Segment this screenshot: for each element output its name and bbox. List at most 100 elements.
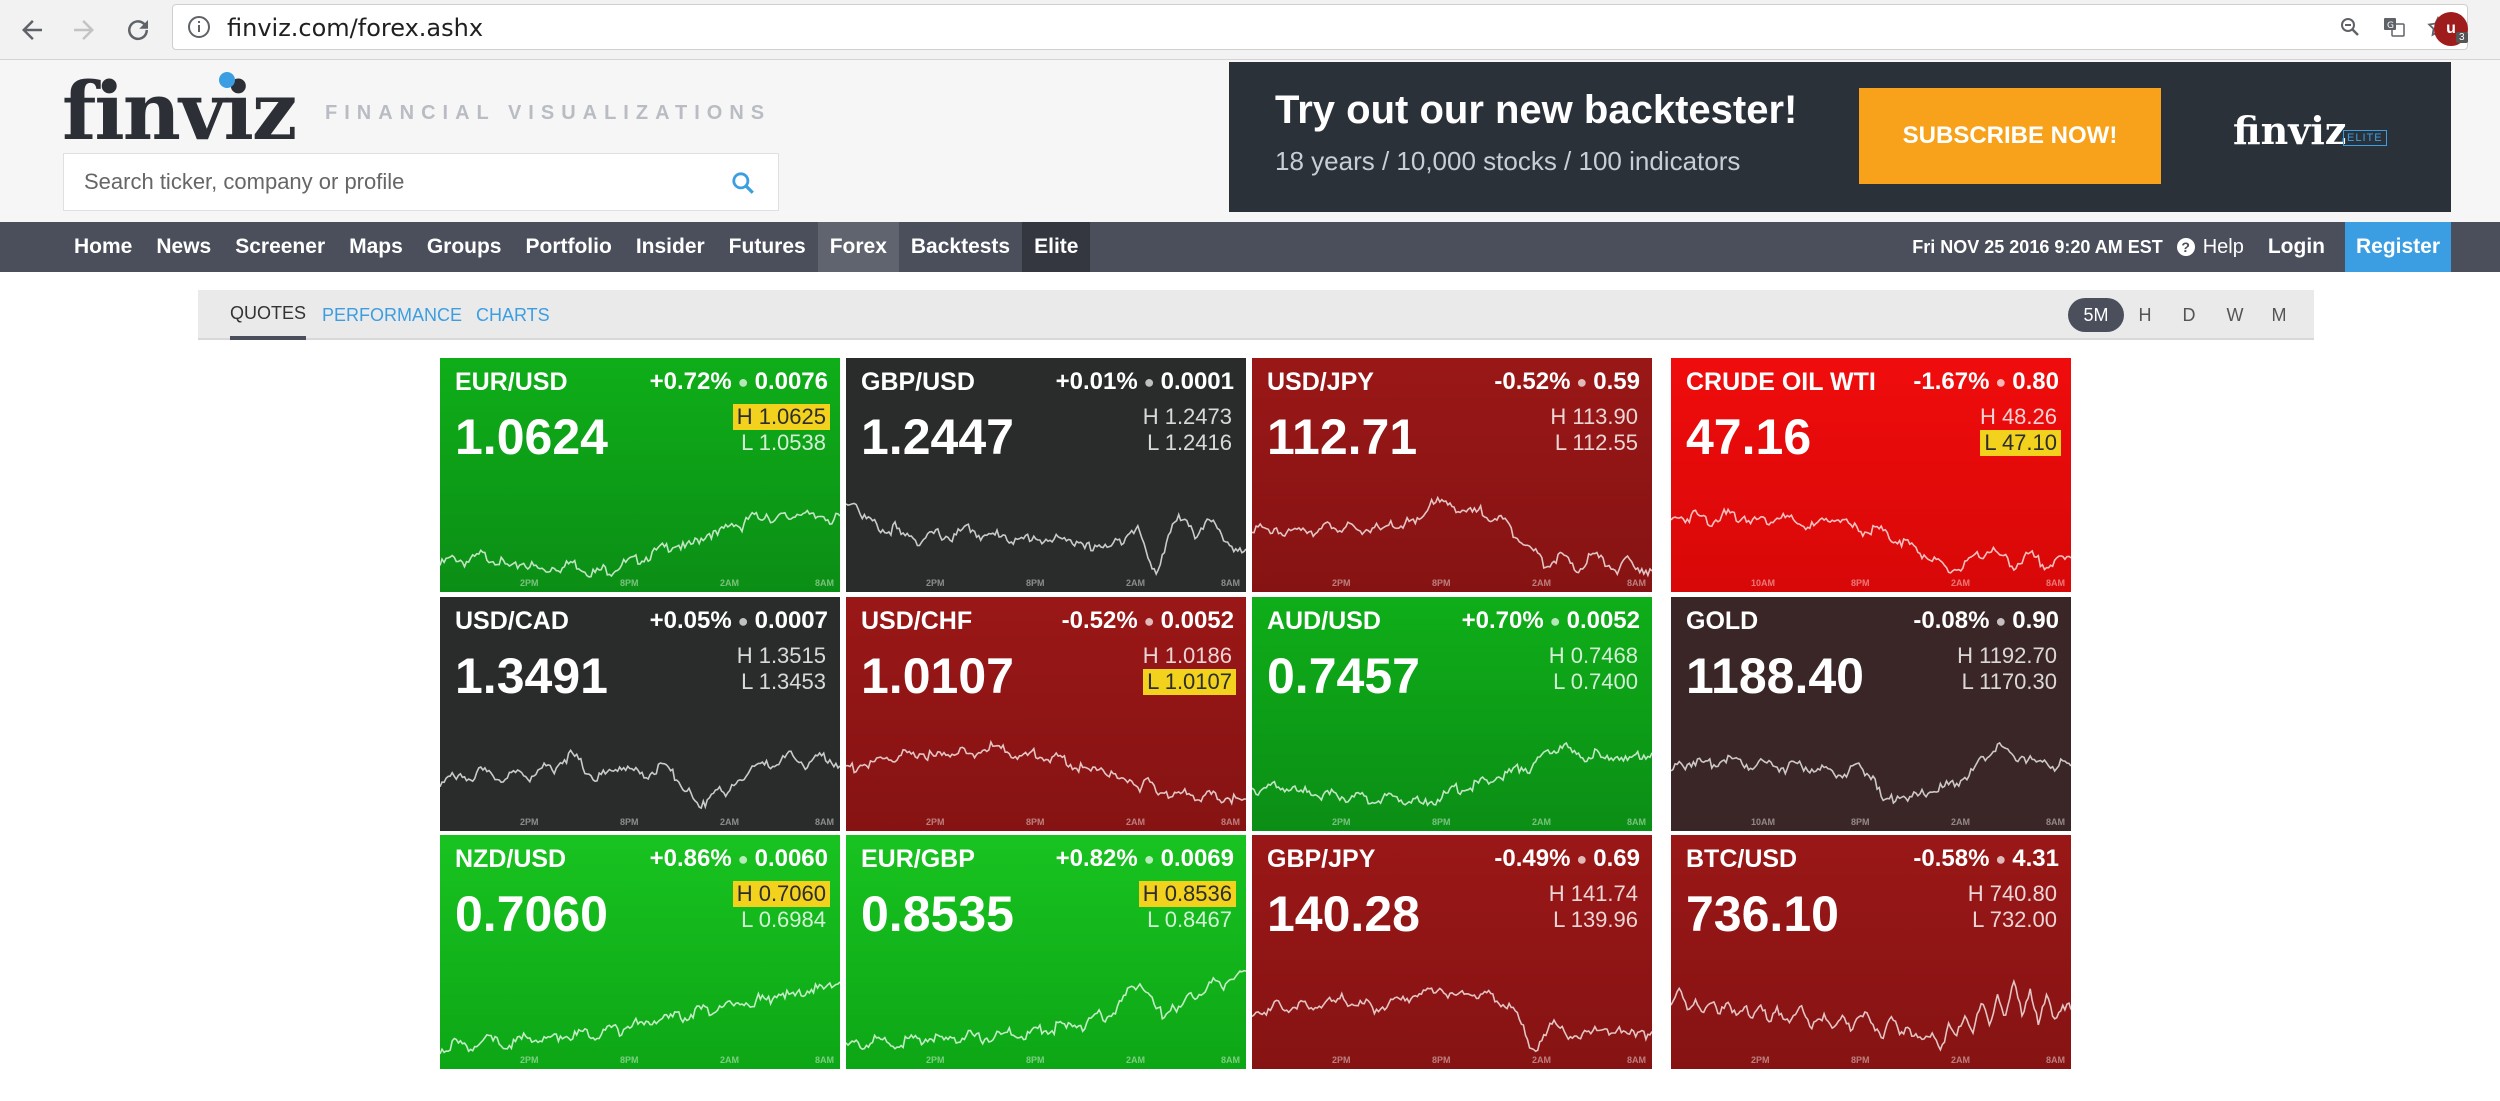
nav-item-news[interactable]: News	[156, 235, 212, 258]
tile-price: 736.10	[1686, 886, 1839, 942]
nav-item-groups[interactable]: Groups	[426, 235, 502, 258]
quote-tile-gbp-jpy[interactable]: GBP/JPY -0.49% ● 0.69 140.28 H 141.74 L 139.96…	[1252, 835, 1652, 1069]
forward-icon[interactable]	[64, 10, 104, 50]
translate-icon[interactable]: G	[2381, 14, 2407, 40]
tile-pct: +0.82%	[1055, 845, 1138, 872]
tile-abs-change: 0.90	[2012, 607, 2059, 634]
tile-time-axis: 10AM 8PM 2AM 8AM	[1671, 817, 2071, 829]
quote-tile-eur-usd[interactable]: EUR/USD +0.72% ● 0.0076 1.0624 H 1.0625 L 1.05…	[440, 358, 840, 592]
time-label: 2PM	[1751, 1055, 1770, 1065]
time-label: 8PM	[620, 817, 639, 827]
tile-sparkline	[846, 502, 1246, 577]
tile-price: 1.0624	[455, 409, 608, 465]
quote-tile-btc-usd[interactable]: BTC/USD -0.58% ● 4.31 736.10 H 740.80 L 732.00…	[1671, 835, 2071, 1069]
tile-abs-change: 4.31	[2012, 845, 2059, 872]
tab-quotes[interactable]: QUOTES	[230, 290, 307, 340]
tile-symbol[interactable]: GBP/USD	[861, 368, 975, 396]
time-label: 8AM	[815, 817, 835, 827]
tab-charts[interactable]: CHARTS	[476, 304, 550, 325]
tile-symbol[interactable]: BTC/USD	[1686, 845, 1798, 873]
nav-item-home[interactable]: Home	[74, 235, 133, 258]
quote-tile-eur-gbp[interactable]: EUR/GBP +0.82% ● 0.0069 0.8535 H 0.8536 L 0.84…	[846, 835, 1246, 1069]
quote-tile-usd-cad[interactable]: USD/CAD +0.05% ● 0.0007 1.3491 H 1.3515 L 1.34…	[440, 597, 840, 831]
backtester-ad[interactable]: Try out our new backtester! 18 years / 1…	[1229, 62, 2451, 212]
login-link[interactable]: Login	[2267, 235, 2325, 258]
nav-item-futures[interactable]: Futures	[728, 235, 806, 258]
quote-tile-usd-jpy[interactable]: USD/JPY -0.52% ● 0.59 112.71 H 113.90 L 112.55…	[1252, 358, 1652, 592]
tagline: FINANCIAL VISUALIZATIONS	[325, 102, 772, 124]
tile-symbol[interactable]: NZD/USD	[455, 845, 567, 873]
nav-item-portfolio[interactable]: Portfolio	[525, 235, 612, 258]
tile-sparkline	[440, 509, 840, 578]
nav-item-forex[interactable]: Forex	[817, 222, 899, 272]
search-icon[interactable]	[730, 170, 756, 196]
time-label: 8AM	[815, 578, 835, 588]
tile-price: 1.0107	[861, 648, 1014, 704]
tile-price: 1188.40	[1686, 648, 1864, 704]
timeframe-w[interactable]: W	[2226, 304, 2244, 325]
tile-symbol[interactable]: EUR/USD	[455, 368, 568, 396]
time-label: 8PM	[1851, 1055, 1870, 1065]
tile-symbol[interactable]: CRUDE OIL WTI	[1686, 368, 1876, 396]
tile-symbol[interactable]: GBP/JPY	[1267, 845, 1376, 873]
time-label: 8PM	[1851, 578, 1870, 588]
tile-change: +0.70% ● 0.0052	[1462, 607, 1640, 635]
timeframe-5m[interactable]: 5M	[2068, 298, 2124, 332]
tile-symbol[interactable]: USD/CHF	[861, 607, 973, 635]
zoom-icon[interactable]	[2337, 14, 2363, 40]
time-label: 2AM	[720, 1055, 740, 1065]
quote-tile-gbp-usd[interactable]: GBP/USD +0.01% ● 0.0001 1.2447 H 1.2473 L 1.24…	[846, 358, 1246, 592]
tile-symbol[interactable]: AUD/USD	[1267, 607, 1381, 635]
timeframe-d[interactable]: D	[2182, 304, 2196, 325]
help-link[interactable]: ? Help	[2176, 235, 2244, 259]
tile-symbol[interactable]: USD/CAD	[455, 607, 569, 635]
svg-text:G: G	[2387, 21, 2394, 31]
subscribe-button[interactable]: SUBSCRIBE NOW!	[1859, 88, 2161, 184]
finviz-logo[interactable]: finviz	[62, 64, 297, 158]
quote-tile-usd-chf[interactable]: USD/CHF -0.52% ● 0.0052 1.0107 H 1.0186 L 1.01…	[846, 597, 1246, 831]
time-label: 2AM	[1532, 817, 1552, 827]
quote-tile-crude-oil-wti[interactable]: CRUDE OIL WTI -1.67% ● 0.80 47.16 H 48.26 L 47…	[1671, 358, 2071, 592]
tile-high: H 0.7468	[1548, 643, 1638, 668]
tile-abs-change: 0.0060	[754, 845, 828, 872]
help-label: Help	[2202, 235, 2244, 258]
tile-abs-change: 0.0001	[1160, 368, 1234, 395]
separator-dot: ●	[737, 611, 749, 632]
tile-symbol[interactable]: GOLD	[1686, 607, 1759, 635]
separator-dot: ●	[1995, 611, 2007, 632]
time-label: 2PM	[1332, 1055, 1351, 1065]
quote-tile-aud-usd[interactable]: AUD/USD +0.70% ● 0.0052 0.7457 H 0.7468 L 0.74…	[1252, 597, 1652, 831]
register-button[interactable]: Register	[2345, 222, 2451, 272]
info-icon[interactable]	[187, 15, 211, 39]
tile-low: L 1.0538	[741, 430, 826, 455]
back-icon[interactable]	[12, 10, 52, 50]
search-input[interactable]	[84, 166, 704, 198]
nav-item-backtests[interactable]: Backtests	[910, 235, 1011, 258]
tile-change: -0.58% ● 4.31	[1913, 845, 2059, 873]
url-text[interactable]: finviz.com/forex.ashx	[227, 14, 484, 42]
timeframe-m[interactable]: M	[2271, 304, 2287, 325]
tile-symbol[interactable]: EUR/GBP	[861, 845, 975, 873]
nav-item-insider[interactable]: Insider	[635, 235, 705, 258]
time-label: 8PM	[1432, 817, 1451, 827]
address-bar[interactable]: finviz.com/forex.ashx G	[172, 4, 2468, 50]
reload-icon[interactable]	[118, 10, 158, 50]
separator-dot: ●	[1143, 611, 1155, 632]
tile-sparkline	[1671, 741, 2071, 805]
quote-tile-nzd-usd[interactable]: NZD/USD +0.86% ● 0.0060 0.7060 H 0.7060 L 0.69…	[440, 835, 840, 1069]
quote-tile-gold[interactable]: GOLD -0.08% ● 0.90 1188.40 H 1192.70 L 1170.30…	[1671, 597, 2071, 831]
tile-low: L 0.7400	[1553, 669, 1638, 694]
tab-performance[interactable]: PERFORMANCE	[322, 304, 463, 325]
tile-price: 0.7457	[1267, 648, 1420, 704]
timeframe-h[interactable]: H	[2138, 304, 2152, 325]
tile-change: -0.08% ● 0.90	[1913, 607, 2059, 635]
nav-item-elite[interactable]: Elite	[1022, 222, 1091, 272]
tile-high: H 0.8536	[1138, 881, 1236, 907]
tile-price: 1.2447	[861, 409, 1014, 465]
tile-symbol[interactable]: USD/JPY	[1267, 368, 1374, 396]
sparkline-path	[1252, 987, 1652, 1053]
tile-time-axis: 2PM 8PM 2AM 8AM	[1671, 1055, 2071, 1067]
nav-item-screener[interactable]: Screener	[235, 235, 326, 258]
time-label: 8PM	[1026, 817, 1045, 827]
nav-item-maps[interactable]: Maps	[349, 235, 403, 258]
